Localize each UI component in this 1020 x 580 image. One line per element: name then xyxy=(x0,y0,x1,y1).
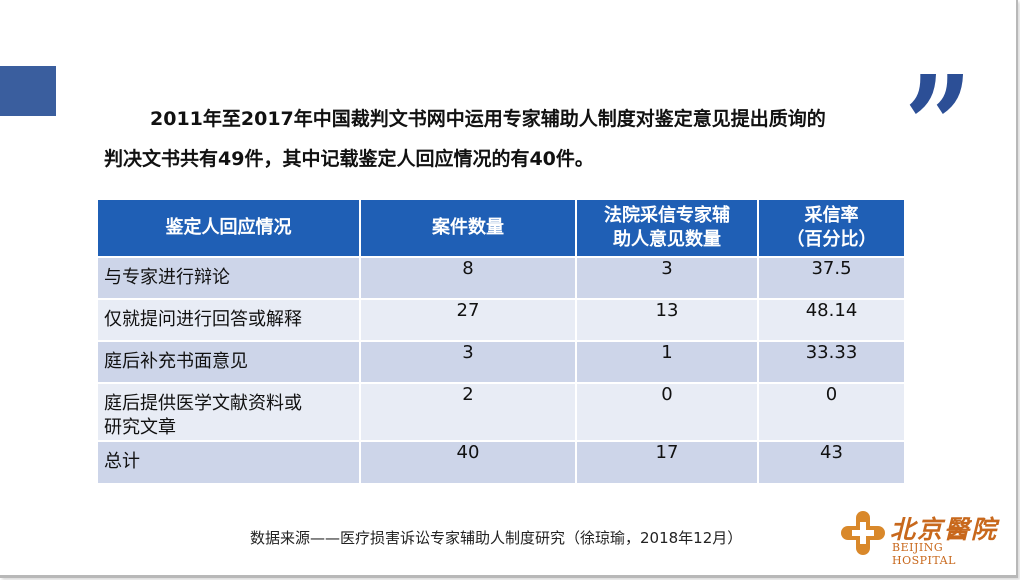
response-table: 鉴定人回应情况 案件数量 法院采信专家辅 助人意见数量 采信率 （百分比） 与专家进… xyxy=(98,200,904,483)
row-label: 庭后提供医学文献资料或 研究文章 xyxy=(98,382,361,441)
header-adopted: 法院采信专家辅 助人意见数量 xyxy=(576,200,759,257)
table-row: 庭后提供医学文献资料或 研究文章 2 0 0 xyxy=(98,382,904,441)
intro-paragraph: 2011年至2017年中国裁判文书网中运用专家辅助人制度对鉴定意见提出质询的 判… xyxy=(104,99,904,179)
decorative-square xyxy=(0,66,56,116)
row-adopted: 1 xyxy=(576,340,759,383)
quote-mark-icon: ” xyxy=(904,46,972,210)
row-adopted: 3 xyxy=(576,256,759,299)
row-adopted: 17 xyxy=(576,440,759,483)
row-rate: 43 xyxy=(758,440,904,483)
row-rate: 33.33 xyxy=(758,340,904,383)
logo-cn-text: 北京醫院 xyxy=(890,515,999,544)
table-row: 庭后补充书面意见 3 1 33.33 xyxy=(98,340,904,383)
table-row: 总计 40 17 43 xyxy=(98,440,904,483)
row-rate: 48.14 xyxy=(758,298,904,341)
header-response: 鉴定人回应情况 xyxy=(98,200,361,257)
table-row: 与专家进行辩论 8 3 37.5 xyxy=(98,256,904,299)
row-cases: 3 xyxy=(360,340,577,383)
table-header-row: 鉴定人回应情况 案件数量 法院采信专家辅 助人意见数量 采信率 （百分比） xyxy=(98,200,904,257)
logo-en-text: BEIJING HOSPITAL xyxy=(892,541,956,567)
row-label: 庭后补充书面意见 xyxy=(98,340,361,383)
row-rate: 0 xyxy=(758,382,904,441)
row-cases: 27 xyxy=(360,298,577,341)
row-label: 总计 xyxy=(98,440,361,483)
intro-line-1: 2011年至2017年中国裁判文书网中运用专家辅助人制度对鉴定意见提出质询的 xyxy=(150,108,826,130)
header-rate: 采信率 （百分比） xyxy=(758,200,904,257)
row-cases: 40 xyxy=(360,440,577,483)
row-adopted: 13 xyxy=(576,298,759,341)
row-cases: 2 xyxy=(360,382,577,441)
row-label: 仅就提问进行回答或解释 xyxy=(98,298,361,341)
row-rate: 37.5 xyxy=(758,256,904,299)
row-cases: 8 xyxy=(360,256,577,299)
source-note: 数据来源——医疗损害诉讼专家辅助人制度研究（徐琼瑜，2018年12月） xyxy=(250,529,743,547)
cross-emblem-icon xyxy=(841,511,885,555)
row-adopted: 0 xyxy=(576,382,759,441)
table-row: 仅就提问进行回答或解释 27 13 48.14 xyxy=(98,298,904,341)
row-label: 与专家进行辩论 xyxy=(98,256,361,299)
intro-line-2: 判决文书共有49件，其中记载鉴定人回应情况的有40件。 xyxy=(104,148,594,170)
header-cases: 案件数量 xyxy=(360,200,577,257)
hospital-logo: 北京醫院 BEIJING HOSPITAL xyxy=(840,510,1010,567)
